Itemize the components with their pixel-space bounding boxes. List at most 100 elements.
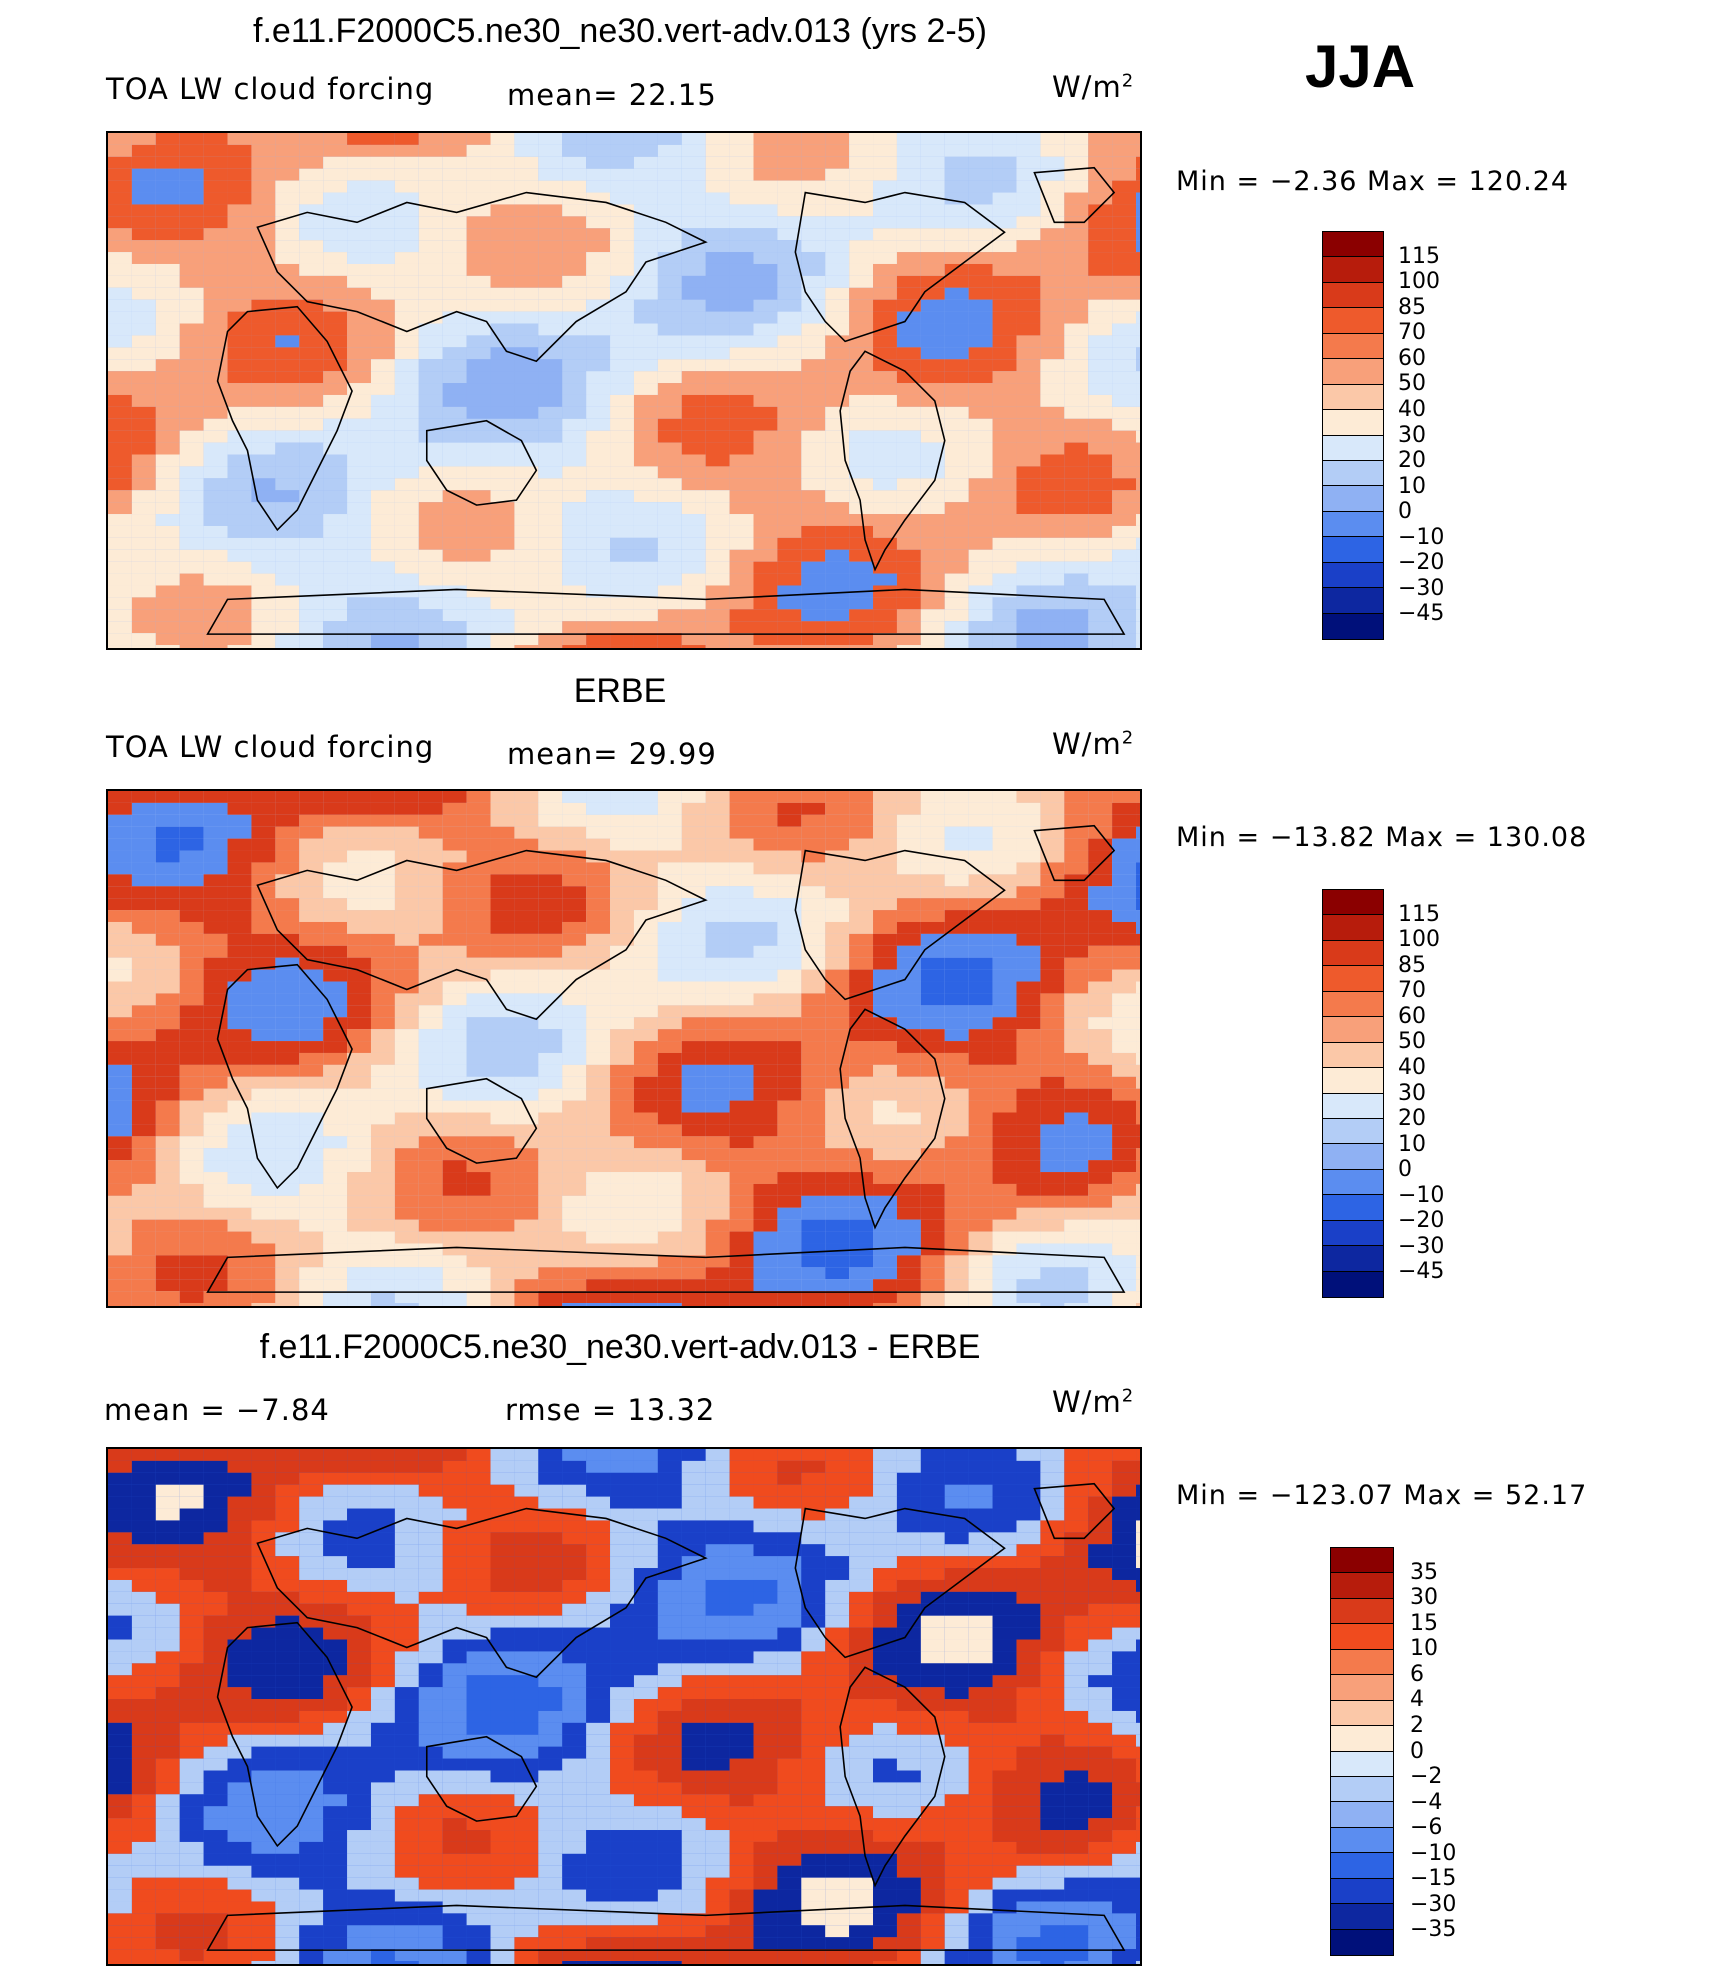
map-field (108, 133, 1140, 648)
colorbar-tick-label: −20 (1398, 550, 1445, 576)
coastline (216, 963, 353, 1190)
colorbar-tick-label: −6 (1410, 1815, 1443, 1841)
panel3-colorbar (1330, 1547, 1394, 1956)
colorbar-box (1323, 1220, 1383, 1247)
colorbar-tick-label: 85 (1398, 294, 1426, 320)
colorbar-tick-label: −10 (1398, 524, 1445, 550)
colorbar-tick-label: 0 (1410, 1738, 1424, 1764)
coastline (216, 305, 353, 532)
colorbar-tick-label: 0 (1398, 1157, 1412, 1183)
colorbar-box (1331, 1649, 1393, 1676)
colorbar-box (1323, 1093, 1383, 1119)
panel2-units: W/m2 (1052, 727, 1135, 761)
colorbar-tick-label: 100 (1398, 927, 1440, 953)
colorbar-tick-label: 30 (1398, 1080, 1426, 1106)
colorbar-tick-label: 50 (1398, 371, 1426, 397)
colorbar-tick-label: 85 (1398, 952, 1426, 978)
panel3-rmse: rmse = 13.32 (505, 1393, 716, 1427)
colorbar-box (1323, 890, 1383, 916)
colorbar-tick-label: 20 (1398, 1106, 1426, 1132)
coastline (206, 588, 1126, 635)
colorbar-tick-label: 40 (1398, 396, 1426, 422)
colorbar-box (1331, 1776, 1393, 1803)
colorbar-box (1323, 410, 1383, 436)
colorbar-box (1323, 359, 1383, 385)
colorbar-box (1323, 991, 1383, 1018)
coastline (256, 191, 708, 363)
colorbar-box (1323, 232, 1383, 258)
colorbar-box (1323, 435, 1383, 461)
colorbar-box (1323, 333, 1383, 360)
panel2-colorbar-labels: 115 100 85 70 60 50 40 30 20 10 0 −10 −20 −30 −45 (1398, 889, 1498, 1298)
colorbar-tick-label: 40 (1398, 1054, 1426, 1080)
colorbar-box (1331, 1827, 1393, 1854)
colorbar-tick-label: −20 (1398, 1208, 1445, 1234)
panel3-title: f.e11.F2000C5.ne30_ne30.vert-adv.013 - E… (259, 1328, 981, 1366)
panel2-map (106, 789, 1142, 1308)
colorbar-box (1331, 1548, 1393, 1574)
coastline (1033, 824, 1116, 882)
panel1-variable: TOA LW cloud forcing (106, 72, 435, 106)
colorbar-box (1331, 1573, 1393, 1599)
colorbar-box (1323, 915, 1383, 941)
colorbar-tick-label: 0 (1398, 499, 1412, 525)
colorbar-box (1323, 613, 1383, 639)
colorbar-box (1323, 460, 1383, 487)
colorbar-tick-label: 30 (1410, 1585, 1438, 1611)
colorbar-tick-label: 4 (1410, 1687, 1424, 1713)
coastline (794, 1507, 1006, 1659)
coastline (216, 1621, 353, 1848)
season-label: JJA (1305, 33, 1416, 100)
colorbar-box (1331, 1624, 1393, 1650)
panel2-variable: TOA LW cloud forcing (106, 730, 435, 764)
colorbar-box (1323, 562, 1383, 589)
colorbar-tick-label: −4 (1410, 1789, 1443, 1815)
panel2-mean: mean= 29.99 (507, 737, 717, 771)
colorbar-box (1323, 1271, 1383, 1297)
colorbar-box (1331, 1904, 1393, 1930)
coastline (206, 1246, 1126, 1293)
panel3-map (106, 1447, 1142, 1966)
colorbar-box (1331, 1751, 1393, 1777)
colorbar-box (1331, 1598, 1393, 1625)
colorbar-tick-label: −10 (1398, 1182, 1445, 1208)
coastline (839, 1008, 946, 1230)
colorbar-box (1323, 1118, 1383, 1145)
colorbar-tick-label: 35 (1410, 1559, 1438, 1585)
colorbar-box (1331, 1700, 1393, 1727)
colorbar-tick-label: −2 (1410, 1764, 1443, 1790)
colorbar-tick-label: 60 (1398, 345, 1426, 371)
coastline (1033, 166, 1116, 224)
colorbar-tick-label: −10 (1410, 1840, 1457, 1866)
coastline (206, 1904, 1126, 1951)
colorbar-tick-label: 70 (1398, 320, 1426, 346)
coastline (1033, 1482, 1116, 1540)
colorbar-tick-label: −30 (1398, 575, 1445, 601)
colorbar-tick-label: 100 (1398, 269, 1440, 295)
colorbar-box (1323, 588, 1383, 614)
colorbar-box (1323, 257, 1383, 283)
coastline (425, 419, 538, 506)
panel1-title: f.e11.F2000C5.ne30_ne30.vert-adv.013 (yr… (253, 12, 987, 50)
panel3-colorbar-labels: 35 30 15 10 6 4 2 0 −2 −4 −6 −10 −15 −30 −35 (1410, 1547, 1510, 1956)
colorbar-tick-label: 6 (1410, 1661, 1424, 1687)
colorbar-box (1323, 1144, 1383, 1170)
colorbar-box (1323, 1017, 1383, 1043)
colorbar-tick-label: 15 (1410, 1610, 1438, 1636)
coastline (794, 191, 1006, 343)
map-field (108, 791, 1140, 1306)
colorbar-tick-label: 10 (1398, 1131, 1426, 1157)
colorbar-tick-label: 60 (1398, 1003, 1426, 1029)
colorbar-tick-label: −35 (1410, 1917, 1457, 1943)
colorbar-tick-label: 10 (1410, 1636, 1438, 1662)
colorbar-box (1323, 486, 1383, 512)
colorbar-box (1331, 1853, 1393, 1879)
colorbar-box (1331, 1929, 1393, 1955)
colorbar-tick-label: 70 (1398, 978, 1426, 1004)
colorbar-tick-label: −45 (1398, 601, 1445, 627)
colorbar-box (1323, 537, 1383, 563)
panel3-minmax: Min = −123.07 Max = 52.17 (1176, 1480, 1588, 1511)
colorbar-tick-label: 20 (1398, 448, 1426, 474)
colorbar-tick-label: 115 (1398, 243, 1440, 269)
colorbar-tick-label: −30 (1398, 1233, 1445, 1259)
